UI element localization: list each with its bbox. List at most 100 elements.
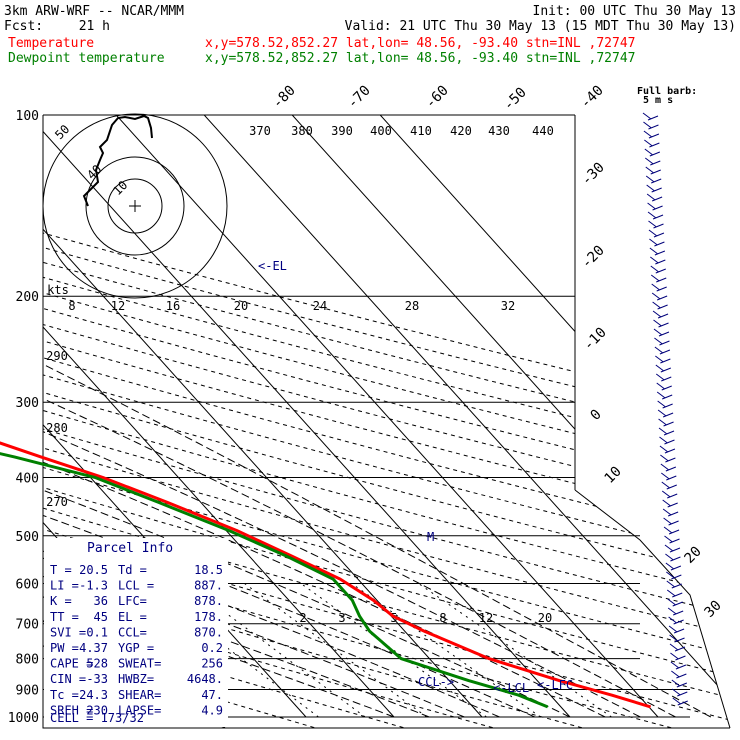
theta-label: 270	[46, 495, 68, 509]
isotherm-label: 0	[588, 407, 605, 424]
wind-barb	[672, 697, 688, 706]
isotherm-line	[43, 115, 395, 718]
dry-adiabat	[43, 115, 730, 728]
wind-barb	[656, 382, 672, 391]
mixing-ratio-line	[141, 583, 319, 718]
parcel-info-cell: K =	[50, 594, 72, 608]
wind-barb	[660, 454, 676, 463]
sounding-annotations: <-EL M CCL-> <-LCL <-LFC	[258, 259, 573, 695]
ccl-annotation: CCL->	[418, 675, 454, 689]
wind-barb	[666, 571, 682, 580]
wind-barb	[662, 499, 678, 508]
parcel-info-cell: HWBZ=	[118, 672, 154, 686]
parcel-info-cell: CCL=	[118, 625, 147, 639]
dry-adiabat	[43, 115, 590, 728]
parcel-info-cell: EL =	[118, 610, 147, 624]
dry-adiabat	[43, 115, 730, 728]
wind-barb	[664, 535, 680, 544]
mixing-ratio-line	[244, 583, 428, 718]
init-time: Init: 00 UTC Thu 30 May 13	[533, 4, 737, 19]
parcel-info-cell: Tc =	[50, 688, 79, 702]
mixing-ratio-label: 8	[439, 611, 446, 625]
valid-time: Valid: 21 UTC Thu 30 May 13 (15 MDT Thu …	[345, 19, 736, 34]
dry-adiabat	[43, 115, 730, 728]
wind-barb	[669, 634, 685, 643]
wind-barb	[669, 643, 686, 652]
parcel-info-title: Parcel Info	[87, 541, 173, 556]
wind-barb	[643, 130, 660, 139]
speed-scale-label: kts	[47, 283, 69, 297]
parcel-info-cell: 4.9	[201, 703, 223, 717]
hodograph-ring-label-10: 10	[110, 178, 130, 198]
isotherm-line	[379, 115, 730, 718]
wind-barb	[666, 580, 682, 589]
speed-scale-label: 8	[68, 299, 75, 313]
mixing-ratio-label: 3	[338, 611, 345, 625]
wind-barb	[671, 688, 688, 697]
wind-barb	[647, 211, 664, 220]
wind-barb	[653, 328, 670, 337]
el-annotation: <-EL	[258, 259, 287, 273]
dry-adiabat	[43, 115, 730, 728]
hodograph-ring-label-40: 40	[84, 162, 104, 182]
hodograph-ring-inner	[107, 178, 163, 234]
header: 3km ARW-WRF -- NCAR/MMM Init: 00 UTC Thu…	[4, 4, 736, 106]
dry-adiabat	[43, 115, 412, 728]
parcel-info-cell: 18.5	[194, 563, 223, 577]
wind-barb	[648, 220, 664, 229]
parcel-info-cell: 870.	[194, 625, 223, 639]
wind-barb	[665, 562, 682, 571]
parcel-info-cell: 4.37	[79, 641, 108, 655]
wind-barb	[644, 157, 661, 166]
isotherm-label: 20	[682, 544, 705, 567]
dry-adiabat	[43, 115, 730, 728]
wind-barb	[654, 337, 670, 346]
parcel-info-cell: 20.5	[79, 563, 108, 577]
wind-barb	[655, 373, 672, 382]
theta-label: 280	[46, 421, 68, 435]
wind-barb	[667, 607, 684, 616]
wind-barb	[642, 112, 659, 121]
parcel-info-cell: 4648.	[187, 672, 223, 686]
hodograph-trace	[82, 114, 153, 207]
wind-barb	[661, 490, 678, 499]
temperature-profile	[0, 441, 652, 709]
parcel-info-rows: T = 20.5 Td = 18.5 LI = -1.3 LCL = 887. K = 36 LFC…	[50, 563, 223, 717]
theta-label: 390	[331, 124, 353, 138]
wind-barb	[664, 544, 681, 553]
forecast-hour: 21 h	[79, 19, 110, 34]
isotherm-line	[291, 115, 730, 718]
wind-barb	[657, 409, 674, 418]
temperature-legend-label: Temperature	[8, 36, 94, 51]
wind-barb	[648, 229, 665, 238]
wind-barbs	[642, 112, 688, 706]
theta-label: 420	[450, 124, 472, 138]
isotherm-line	[43, 115, 571, 718]
isotherm-label: -70	[345, 83, 374, 112]
wind-barb	[645, 175, 662, 184]
mixing-ratio-line	[418, 583, 612, 718]
pressure-tick-label: 300	[16, 396, 39, 411]
wind-barb	[671, 679, 688, 688]
wind-barb	[661, 481, 677, 490]
isotherm-label: 10	[602, 464, 625, 487]
parcel-info-background	[44, 538, 228, 727]
isotherm-label: -30	[579, 160, 608, 189]
parcel-info-cell: TT =	[50, 610, 79, 624]
wind-barb	[659, 436, 675, 445]
wind-barb	[666, 589, 683, 598]
dewpoint-location: x,y=578.52,852.27 lat,lon= 48.56, -93.40…	[205, 51, 635, 66]
parcel-info-cell: 36	[94, 594, 108, 608]
parcel-info-cell: LI =	[50, 579, 79, 593]
pressure-tick-label: 600	[16, 577, 39, 592]
parcel-info-cell: LAPSE=	[118, 703, 161, 717]
wind-barb	[650, 265, 666, 274]
wind-barb	[650, 256, 666, 265]
barb-legend-line2: 5 m s	[643, 95, 673, 106]
pressure-tick-label: 100	[16, 109, 39, 124]
hodograph-ring-middle	[85, 156, 185, 256]
wind-barb	[651, 283, 667, 292]
wind-barb	[658, 418, 674, 427]
max-level-annotation: M	[427, 530, 434, 544]
